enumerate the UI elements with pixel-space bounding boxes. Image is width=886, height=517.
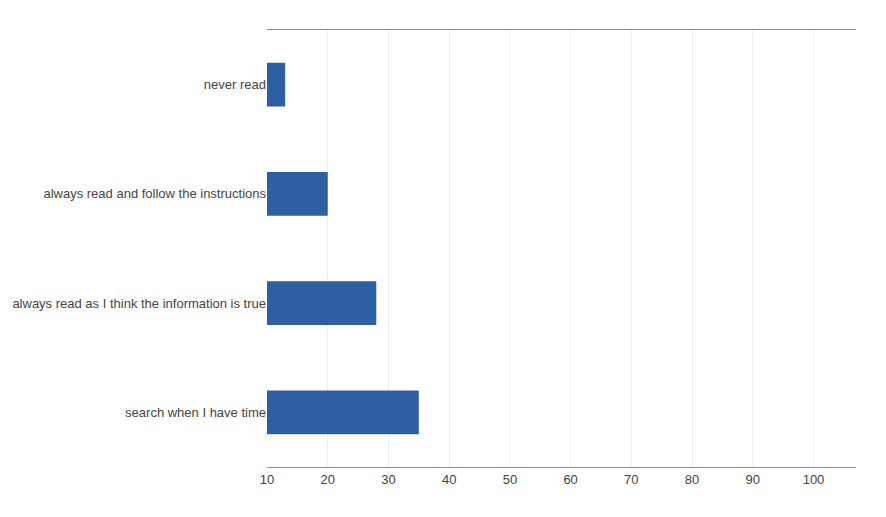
svg-text:10: 10 [260, 472, 274, 487]
svg-text:never read: never read [204, 77, 266, 92]
svg-text:90: 90 [746, 472, 760, 487]
svg-text:60: 60 [563, 472, 577, 487]
svg-text:70: 70 [624, 472, 638, 487]
svg-text:40: 40 [442, 472, 456, 487]
svg-text:80: 80 [685, 472, 699, 487]
svg-text:always read and follow the ins: always read and follow the instructions [43, 186, 266, 201]
svg-text:20: 20 [320, 472, 334, 487]
svg-text:30: 30 [381, 472, 395, 487]
svg-text:100: 100 [803, 472, 825, 487]
svg-text:always read as I think the inf: always read as I think the information i… [12, 296, 266, 311]
svg-text:50: 50 [503, 472, 517, 487]
svg-text:search when I have time: search when I have time [125, 405, 266, 420]
